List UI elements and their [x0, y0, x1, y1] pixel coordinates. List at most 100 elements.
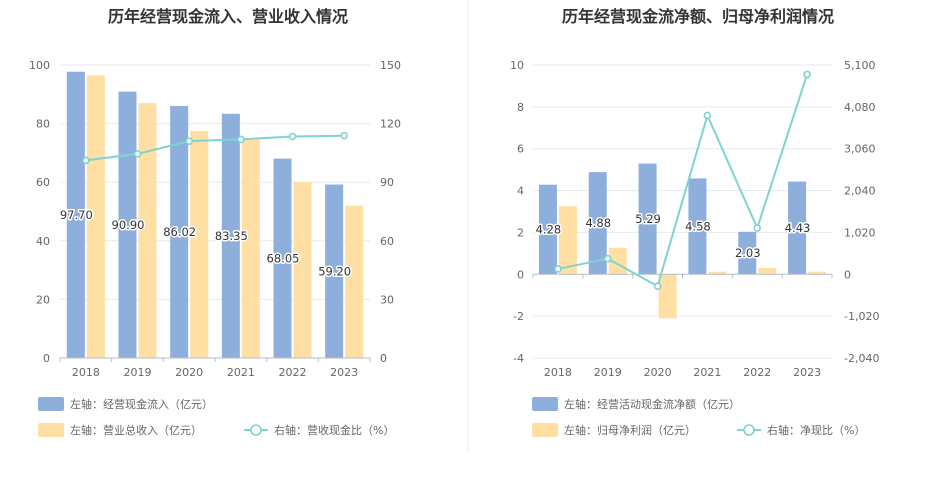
left-axis-tick-label: 2	[517, 226, 524, 239]
right-axis-tick-label: 3,060	[844, 143, 876, 156]
x-axis-category-label: 2018	[544, 366, 572, 379]
left-axis-tick-label: 100	[29, 59, 50, 72]
right-axis-tick-label: 0	[844, 268, 851, 281]
bar-secondary	[293, 182, 312, 358]
bar-secondary	[241, 139, 260, 358]
legend-item: 左轴：归母净利润（亿元）	[532, 423, 696, 437]
legend-swatch-bar	[38, 423, 64, 437]
bar-secondary	[345, 205, 364, 358]
legend-swatch-bar	[38, 397, 64, 411]
x-axis-category-label: 2023	[330, 366, 358, 379]
bar-primary	[738, 231, 757, 275]
legend-swatch-bar	[532, 423, 558, 437]
right-axis-tick-label: 0	[380, 352, 387, 365]
bar-data-label: 68.05	[267, 251, 300, 265]
ratio-point	[703, 111, 712, 120]
right-axis-tick-label: 120	[380, 118, 401, 131]
ratio-point	[653, 282, 662, 290]
left-axis-tick-label: 0	[43, 352, 50, 365]
legend-swatch-bar	[532, 397, 558, 411]
chart-cashflow-revenue: 历年经营现金流入、营业收入情况 0 0 20 30 40 60 60 90 80 120 100 150…	[29, 7, 401, 437]
chart-title: 历年经营现金流入、营业收入情况	[108, 7, 348, 26]
legend-label: 左轴：经营现金流入（亿元）	[70, 397, 213, 411]
bar-secondary	[558, 206, 577, 275]
bar-primary	[273, 158, 292, 358]
legend-item: 左轴：经营活动现金流净额（亿元）	[532, 397, 740, 411]
right-axis-tick-label: -1,020	[844, 310, 879, 323]
right-axis-tick-label: 4,080	[844, 101, 876, 114]
chart-title: 历年经营现金流净额、归母净利润情况	[562, 7, 834, 26]
ratio-point	[803, 70, 811, 79]
left-axis-tick-label: 0	[517, 268, 524, 281]
left-axis-tick-label: 40	[36, 235, 50, 248]
bar-primary	[118, 91, 137, 359]
bar-secondary	[138, 103, 157, 358]
x-axis-category-label: 2023	[793, 366, 821, 379]
left-axis-tick-label: 60	[36, 176, 50, 189]
ratio-point	[185, 137, 193, 145]
ratio-point	[237, 135, 245, 144]
bar-data-label: 59.20	[318, 264, 351, 278]
bar-data-label: 4.58	[685, 219, 711, 233]
legend-item: 右轴：净现比（%）	[737, 423, 865, 437]
bar-primary	[325, 184, 344, 358]
ratio-point	[753, 224, 762, 232]
bar-secondary	[708, 271, 727, 275]
ratio-line	[85, 134, 345, 162]
x-axis-category-label: 2021	[227, 366, 255, 379]
right-axis-tick-label: 2,040	[844, 185, 876, 198]
ratio-point	[82, 156, 90, 165]
bar-data-label: 97.70	[60, 208, 93, 222]
right-axis-tick-label: 90	[380, 176, 394, 189]
right-axis-tick-label: 60	[380, 235, 394, 248]
left-axis-tick-label: 6	[517, 143, 524, 156]
bar-data-label: 4.28	[536, 222, 562, 236]
legend-swatch-marker	[250, 424, 262, 436]
legend-label: 右轴：营收现金比（%）	[274, 423, 394, 437]
legend-swatch-marker	[743, 424, 755, 436]
bar-data-label: 5.29	[635, 212, 661, 226]
x-axis-category-label: 2019	[594, 366, 622, 379]
ratio-point	[340, 131, 348, 140]
left-axis-tick-label: 20	[36, 293, 50, 306]
ratio-line	[557, 74, 809, 288]
x-axis-category-label: 2021	[693, 366, 721, 379]
ratio-point	[133, 150, 142, 158]
right-axis-tick-label: 150	[380, 59, 401, 72]
left-axis-tick-label: 8	[517, 101, 524, 114]
right-axis-tick-label: 1,020	[844, 226, 876, 239]
bar-primary	[638, 163, 657, 275]
bar-primary	[170, 105, 189, 359]
left-axis-tick-label: -2	[513, 310, 524, 323]
legend-item: 左轴：经营现金流入（亿元）	[38, 397, 213, 411]
bar-data-label: 4.88	[585, 216, 611, 230]
left-axis-tick-label: -4	[513, 352, 524, 365]
x-axis-category-label: 2020	[644, 366, 672, 379]
bar-secondary	[658, 274, 677, 319]
bar-data-label: 83.35	[215, 229, 248, 243]
ratio-point	[554, 265, 562, 273]
bar-secondary	[808, 271, 827, 275]
chart-netcash-profit: 历年经营现金流净额、归母净利润情况 -4 -2,040 -2 -1,020 0 0 2 1,02…	[510, 7, 879, 437]
right-axis-tick-label: 30	[380, 293, 394, 306]
bar-primary	[538, 184, 557, 275]
ratio-point	[288, 132, 297, 141]
legend-label: 左轴：经营活动现金流净额（亿元）	[564, 397, 740, 411]
legend-item: 左轴：营业总收入（亿元）	[38, 423, 202, 437]
right-axis-tick-label: 5,100	[844, 59, 876, 72]
legend-label: 右轴：净现比（%）	[767, 423, 865, 437]
left-axis-tick-label: 80	[36, 118, 50, 131]
legend-item: 右轴：营收现金比（%）	[244, 423, 394, 437]
right-axis-tick-label: -2,040	[844, 352, 879, 365]
x-axis-category-label: 2022	[743, 366, 771, 379]
x-axis-category-label: 2019	[124, 366, 152, 379]
bar-secondary	[86, 75, 105, 358]
legend-label: 左轴：营业总收入（亿元）	[70, 423, 202, 437]
legend-label: 左轴：归母净利润（亿元）	[564, 423, 696, 437]
bar-secondary	[190, 130, 209, 358]
bar-secondary	[758, 268, 777, 275]
bar-primary	[688, 178, 707, 275]
bar-primary	[221, 113, 240, 358]
